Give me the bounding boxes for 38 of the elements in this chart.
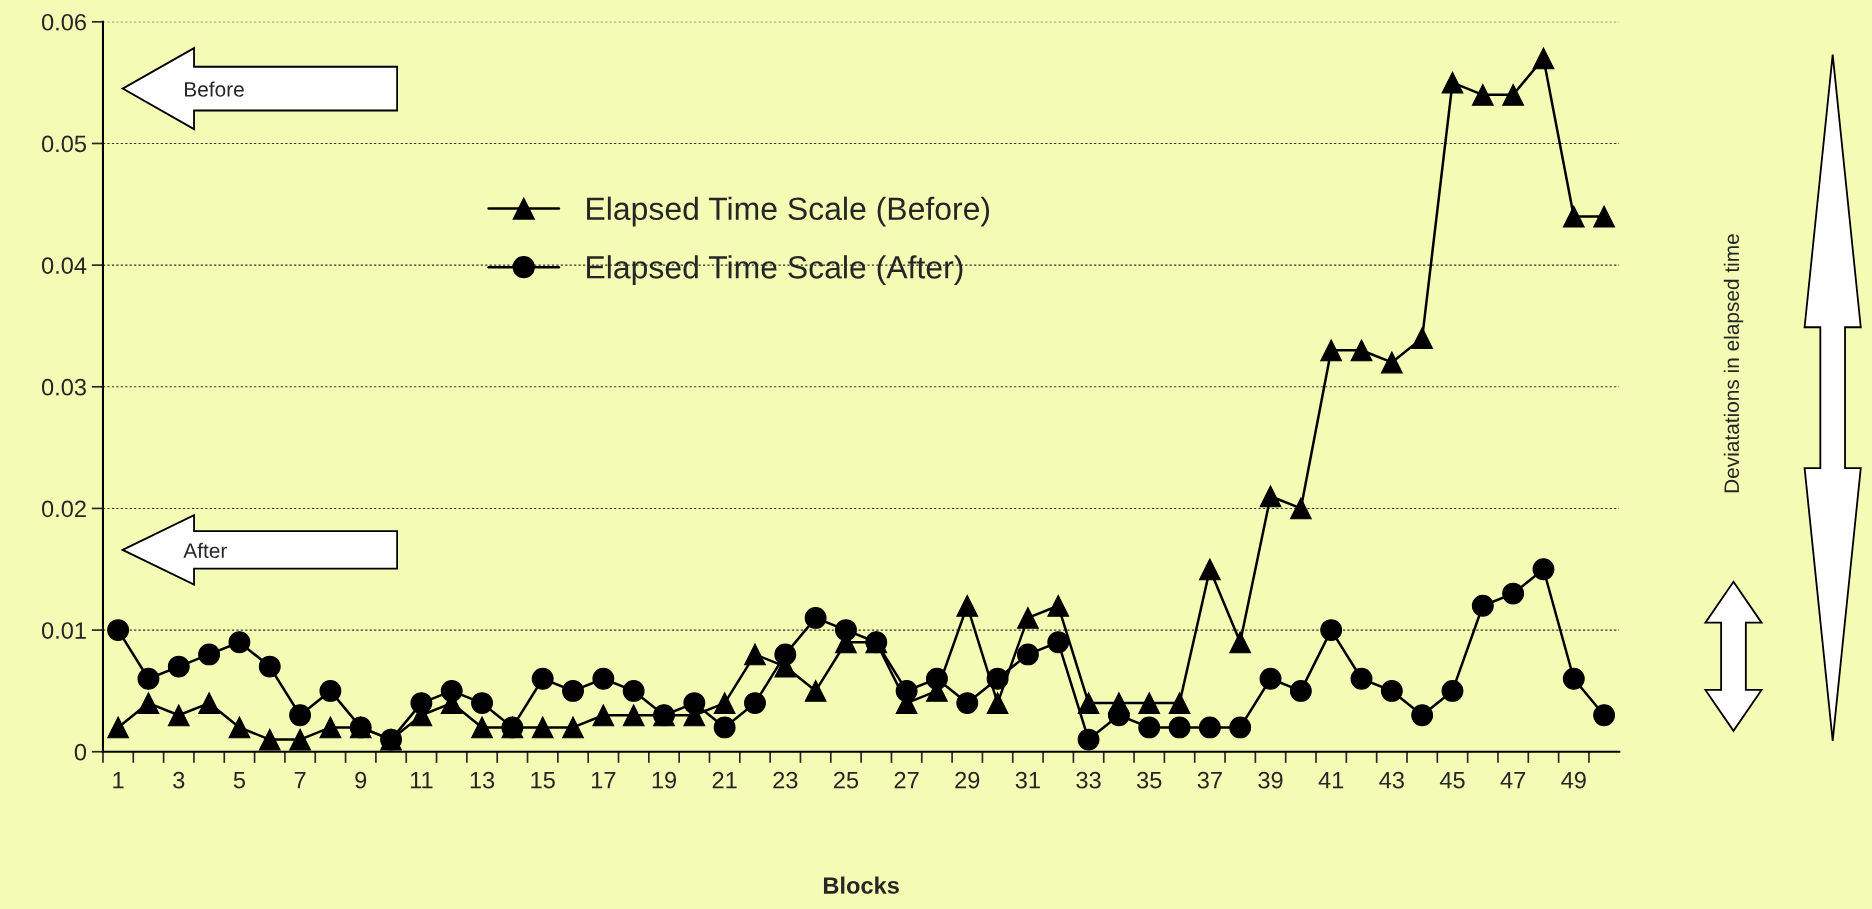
y-tick-label: 0.02 (41, 500, 86, 518)
y-tick-label: 0.04 (41, 257, 87, 274)
x-tick-label: 27 (894, 771, 919, 789)
x-tick-label: 19 (652, 771, 677, 789)
x-tick-label: 11 (410, 772, 433, 789)
x-tick-label: 31 (1015, 771, 1040, 789)
x-tick-label: 17 (592, 772, 616, 789)
x-tick-label: 1 (113, 772, 124, 789)
y-tick-label: 0.03 (41, 378, 86, 396)
x-tick-label: 9 (355, 771, 367, 789)
x-tick-label: 15 (531, 772, 555, 789)
x-tick-label: 47 (1500, 772, 1526, 789)
x-tick-label: 35 (1136, 771, 1162, 789)
x-tick-label: 43 (1379, 771, 1404, 789)
x-tick-label: 23 (773, 771, 798, 789)
legend-label: Elapsed Time Scale (Before) (587, 196, 990, 227)
x-tick-label: 39 (1258, 771, 1283, 789)
y-tick-label: 0.01 (41, 622, 86, 639)
x-tick-label: 13 (470, 771, 495, 789)
x-axis-title: Blocks (823, 876, 899, 894)
x-tick-label: 45 (1439, 772, 1465, 789)
x-tick-label: 5 (233, 772, 246, 789)
x-tick-label: 3 (173, 771, 185, 789)
text: Deviatations in elapsed time (1723, 234, 1744, 493)
x-tick-label: 41 (1318, 772, 1344, 789)
annotation: Before (185, 81, 244, 97)
x-tick-label: 37 (1197, 771, 1222, 789)
x-tick-label: 49 (1561, 771, 1586, 789)
y-tick-label: 0 (74, 743, 87, 761)
x-tick-label: 29 (955, 771, 980, 789)
annotation: After (183, 542, 227, 559)
x-tick-label: 7 (294, 772, 306, 789)
x-tick-label: 25 (834, 771, 859, 789)
x-tick-label: 21 (712, 771, 737, 789)
y-tick-label: 0.05 (41, 135, 86, 153)
x-tick-label: 33 (1076, 771, 1101, 789)
y-tick-label: 0.06 (41, 13, 86, 31)
legend-label: Elapsed Time Scale (After) (587, 255, 963, 285)
